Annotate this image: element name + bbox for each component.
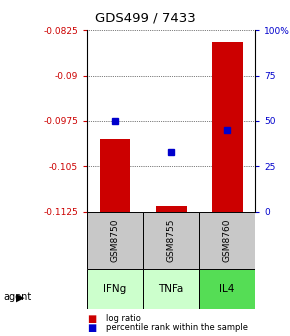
Text: IL4: IL4	[220, 284, 235, 294]
Bar	[87, 212, 143, 269]
Text: GSM8760: GSM8760	[223, 218, 232, 262]
Text: log ratio: log ratio	[106, 314, 141, 323]
Bar	[156, 206, 186, 212]
Bar	[143, 269, 199, 309]
Text: GSM8750: GSM8750	[110, 218, 119, 262]
Text: IFNg: IFNg	[104, 284, 127, 294]
Bar	[199, 269, 255, 309]
Bar	[143, 212, 199, 269]
Text: GDS499 / 7433: GDS499 / 7433	[95, 12, 195, 25]
Bar	[199, 212, 255, 269]
Text: GSM8755: GSM8755	[166, 218, 176, 262]
Text: ▶: ▶	[16, 292, 24, 302]
Text: percentile rank within the sample: percentile rank within the sample	[106, 323, 248, 332]
Text: agent: agent	[3, 292, 31, 302]
Bar	[212, 42, 242, 212]
Text: ■: ■	[87, 323, 96, 333]
Bar	[87, 269, 143, 309]
Text: TNFa: TNFa	[158, 284, 184, 294]
Bar	[100, 139, 130, 212]
Text: ■: ■	[87, 313, 96, 324]
